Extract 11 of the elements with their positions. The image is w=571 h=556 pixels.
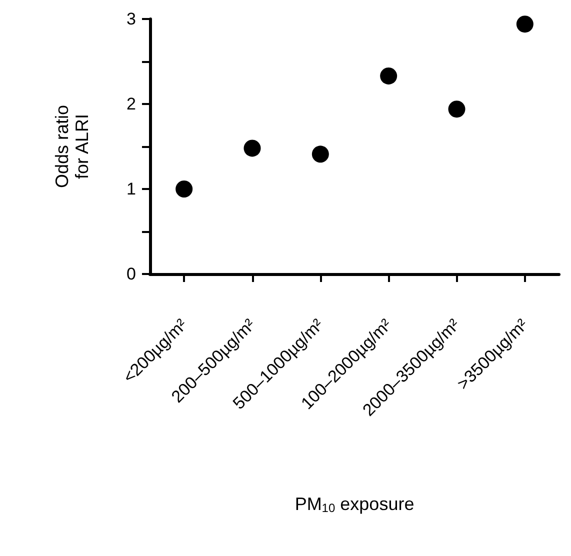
y-tick-label: 2: [126, 94, 136, 114]
y-axis-title: Odds ratio for ALRI: [52, 104, 92, 188]
point: [448, 100, 466, 118]
y-tick-label: 1: [126, 180, 136, 198]
y-tick-label: 3: [126, 10, 136, 28]
y-tick-label: 0: [126, 264, 136, 284]
point: [244, 140, 261, 157]
point: [176, 180, 193, 198]
point: [516, 16, 534, 33]
point: [380, 67, 398, 84]
point: [312, 146, 329, 163]
